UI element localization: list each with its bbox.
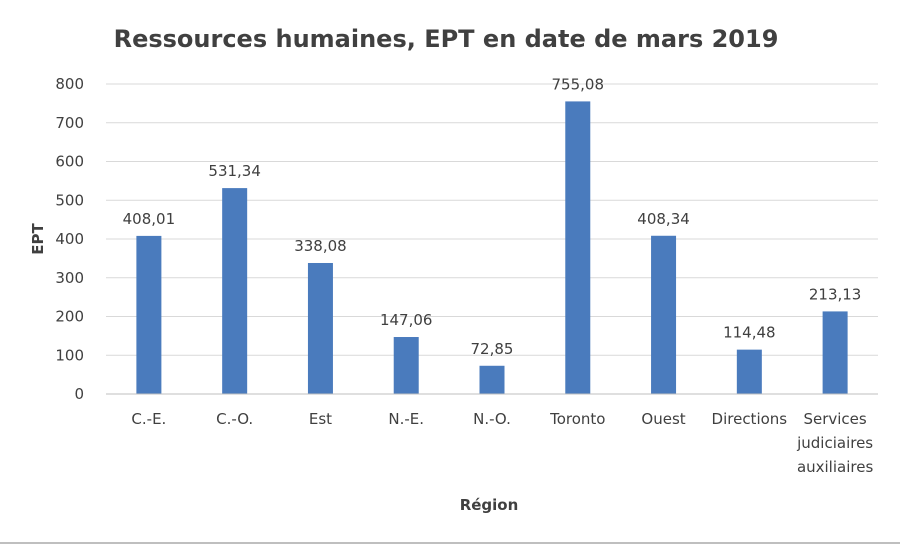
y-axis-title: EPT bbox=[29, 223, 47, 255]
gridlines bbox=[106, 83, 878, 356]
data-label: 531,34 bbox=[208, 162, 261, 180]
data-labels: 408,01 531,34 338,08 147,06 72,85 755,08 408,3… bbox=[123, 75, 862, 357]
data-label: 114,48 bbox=[723, 324, 776, 342]
x-axis-title: Région bbox=[460, 496, 519, 514]
data-label: 408,34 bbox=[637, 210, 690, 228]
y-tick-label: 300 bbox=[55, 269, 84, 287]
y-tick-label: 100 bbox=[55, 346, 84, 364]
x-tick-label: Directions bbox=[712, 410, 788, 428]
y-tick-label: 800 bbox=[55, 75, 84, 93]
data-label: 408,01 bbox=[123, 210, 176, 228]
x-tick-label: auxiliaires bbox=[797, 458, 874, 476]
bars bbox=[136, 101, 848, 395]
x-tick-label: N.-O. bbox=[473, 410, 511, 428]
x-tick-label: Est bbox=[309, 410, 332, 428]
bar bbox=[222, 188, 248, 394]
y-axis-ticks: 0 100 200 300 400 500 600 700 800 bbox=[55, 75, 84, 403]
x-tick-label: N.-E. bbox=[388, 410, 424, 428]
bar bbox=[393, 337, 419, 394]
x-tick-label: judiciaires bbox=[796, 434, 873, 452]
bar bbox=[822, 311, 848, 394]
bar bbox=[307, 262, 333, 394]
bar bbox=[736, 349, 762, 394]
data-label: 72,85 bbox=[471, 340, 514, 358]
data-label: 338,08 bbox=[294, 237, 347, 255]
x-tick-label: Services bbox=[803, 410, 866, 428]
y-tick-label: 600 bbox=[55, 153, 84, 171]
bar bbox=[565, 101, 591, 395]
chart-title: Ressources humaines, EPT en date de mars… bbox=[114, 25, 779, 53]
bar bbox=[136, 235, 162, 394]
y-tick-label: 200 bbox=[55, 308, 84, 326]
x-tick-label: Toronto bbox=[549, 410, 605, 428]
bar bbox=[651, 235, 677, 394]
data-label: 147,06 bbox=[380, 311, 433, 329]
x-tick-label: C.-E. bbox=[131, 410, 166, 428]
y-tick-label: 500 bbox=[55, 191, 84, 209]
data-label: 213,13 bbox=[809, 285, 862, 303]
x-tick-label: C.-O. bbox=[216, 410, 253, 428]
y-tick-label: 700 bbox=[55, 114, 84, 132]
bar bbox=[479, 365, 505, 394]
x-axis-ticks: C.-E. C.-O. Est N.-E. N.-O. Toronto Ouest Direc… bbox=[131, 410, 873, 476]
y-tick-label: 0 bbox=[74, 385, 84, 403]
x-tick-label: Ouest bbox=[641, 410, 685, 428]
y-tick-label: 400 bbox=[55, 230, 84, 248]
data-label: 755,08 bbox=[552, 75, 605, 93]
